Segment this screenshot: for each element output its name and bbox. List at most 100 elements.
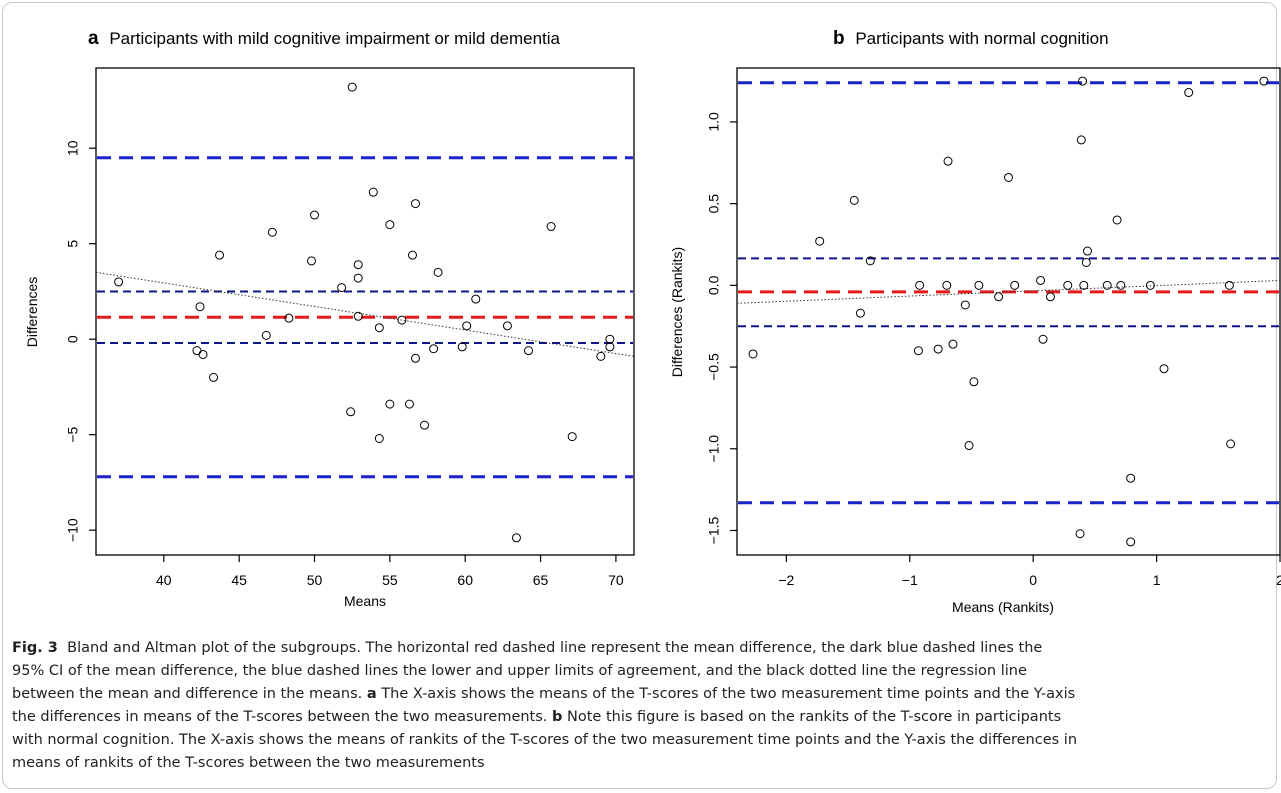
panel-a-data-point — [410, 199, 420, 209]
panel-b-x-tick-label: 2 — [1276, 572, 1281, 588]
panel-b-data-point — [1116, 280, 1126, 290]
panel-b-y-tick-label: −0.5 — [706, 353, 722, 381]
panel-b-data-point — [1126, 537, 1136, 547]
panel-a-y-tick-label: −5 — [65, 426, 81, 442]
panel-b-x-axis: −2 −1 0 1 2 — [778, 555, 1281, 588]
panel-b-data-point — [915, 280, 925, 290]
panel-b-data-point — [1226, 439, 1236, 449]
panel-a-x-tick-label: 45 — [231, 572, 247, 588]
panel-a-plot-box — [95, 67, 635, 556]
panel-a-data-point — [209, 372, 219, 382]
panel-a-x-axis: 40 45 50 55 60 65 70 — [156, 555, 624, 588]
panel-a-data-point — [374, 323, 384, 333]
panel-b-y-tick-label: 0.5 — [706, 194, 722, 214]
panel-b-data-point — [1010, 280, 1020, 290]
panel-a-data-point — [353, 311, 363, 321]
panel-b-data-point — [1081, 257, 1091, 267]
panel-a-data-point — [353, 260, 363, 270]
panel-b-plot-content — [736, 76, 1281, 547]
panel-a-data-point — [546, 222, 556, 232]
panel-b-data-point — [964, 441, 974, 451]
panel-b-y-axis: −1.5 −1.0 −0.5 0.0 0.5 1.0 — [706, 112, 737, 544]
panel-b-regression-line — [736, 279, 1281, 304]
panel-b-y-tick-label: −1.5 — [706, 516, 722, 544]
panel-b-plot-box — [736, 67, 1281, 556]
panel-b-y-tick-label: −1.0 — [706, 435, 722, 463]
panel-a-x-tick-label: 70 — [608, 572, 624, 588]
panel-a-data-point — [198, 349, 208, 359]
panel-a-y-tick-label: −10 — [65, 518, 81, 542]
caption-text-3a: between the mean and difference in the m… — [12, 686, 363, 702]
panel-a-data-point — [605, 342, 615, 352]
panel-b: b Participants with normal cognition −2−… — [669, 28, 1281, 615]
panel-a-data-point — [605, 334, 615, 344]
panel-a-data-point — [420, 420, 430, 430]
panel-b-data-point — [865, 256, 875, 266]
figure-plots: a Participants with mild cognitive impai… — [24, 28, 1281, 615]
panel-a-x-tick-label: 50 — [307, 572, 323, 588]
panel-a-y-axis-label: Differences — [24, 277, 40, 348]
panel-b-data-point — [1004, 172, 1013, 182]
panel-a-data-point — [114, 277, 124, 287]
caption-text-1: Bland and Altman plot of the subgroups. … — [67, 640, 1043, 656]
figure-caption: Fig. 3 Bland and Altman plot of the subg… — [12, 637, 1262, 775]
panel-b-data-point — [1102, 280, 1112, 290]
panel-a-data-point — [596, 351, 606, 361]
caption-letter-b: b — [552, 709, 563, 725]
panel-a-data-point — [462, 321, 472, 331]
panel-a-data-point — [215, 250, 225, 260]
panel-b-data-point — [942, 280, 952, 290]
panel-a-data-point — [404, 399, 414, 409]
panel-a-data-point — [511, 533, 521, 543]
panel-b-data-point — [960, 300, 970, 310]
panel-a-data-point — [433, 267, 443, 277]
panel-b-data-point — [1184, 88, 1194, 98]
panel-b-data-point — [1036, 275, 1046, 285]
panel-a-x-tick-label: 40 — [156, 572, 172, 588]
panel-a-data-point — [310, 210, 320, 220]
panel-a-data-point — [524, 346, 534, 356]
panel-b-data-point — [1079, 280, 1089, 290]
panel-a-data-point — [397, 315, 407, 325]
panel-a-data-point — [284, 313, 294, 323]
panel-b-data-point — [1078, 76, 1088, 86]
panel-a-data-point — [267, 227, 277, 237]
caption-text-4a: the differences in means of the T-scores… — [12, 709, 548, 725]
panel-a-data-point — [346, 407, 356, 417]
panel-b-data-point — [1112, 215, 1122, 225]
panel-b-data-point — [1259, 76, 1269, 86]
panel-a-x-tick-label: 65 — [533, 572, 549, 588]
panel-b-x-tick-label: 0 — [1029, 572, 1037, 588]
panel-a-data-point — [192, 346, 202, 356]
panel-a-x-axis-label: Means — [344, 593, 386, 609]
panel-b-data-point — [748, 349, 758, 359]
panel-b-y-axis-label: Differences (Rankits) — [669, 247, 685, 377]
panel-a-data-point — [368, 187, 378, 197]
panel-a-data-point — [374, 434, 384, 444]
panel-a-data-point — [261, 330, 271, 340]
panel-a-data-point — [567, 432, 577, 442]
caption-line: 95% CI of the mean difference, the blue … — [12, 663, 1027, 679]
panel-b-data-point — [1075, 529, 1085, 539]
panel-a-data-point — [502, 321, 512, 331]
panel-b-letter: b — [833, 28, 845, 49]
panel-a-letter: a — [88, 28, 99, 49]
panel-b-data-point — [943, 156, 953, 166]
panel-a-data-point — [195, 302, 205, 312]
panel-b-title: Participants with normal cognition — [855, 29, 1108, 48]
panel-a-data-point — [457, 342, 467, 352]
panel-a-y-tick-label: 5 — [65, 240, 81, 248]
panel-b-data-point — [1082, 246, 1092, 256]
caption-letter-a: a — [366, 686, 377, 702]
panel-a-data-point — [410, 353, 420, 363]
panel-a-data-point — [407, 250, 417, 260]
panel-a-y-axis: −10 −5 0 5 10 — [65, 140, 96, 542]
panel-b-x-axis-label: Means (Rankits) — [952, 599, 1054, 615]
caption-text-3b: The X-axis shows the means of the T-scor… — [381, 686, 1076, 702]
panel-b-data-point — [933, 344, 943, 354]
figure-label: Fig. 3 — [12, 640, 58, 656]
panel-a-x-tick-label: 60 — [457, 572, 473, 588]
panel-b-x-tick-label: 1 — [1153, 572, 1161, 588]
panel-a-plot-content — [95, 82, 635, 543]
panel-a-title: Participants with mild cognitive impairm… — [109, 29, 560, 48]
